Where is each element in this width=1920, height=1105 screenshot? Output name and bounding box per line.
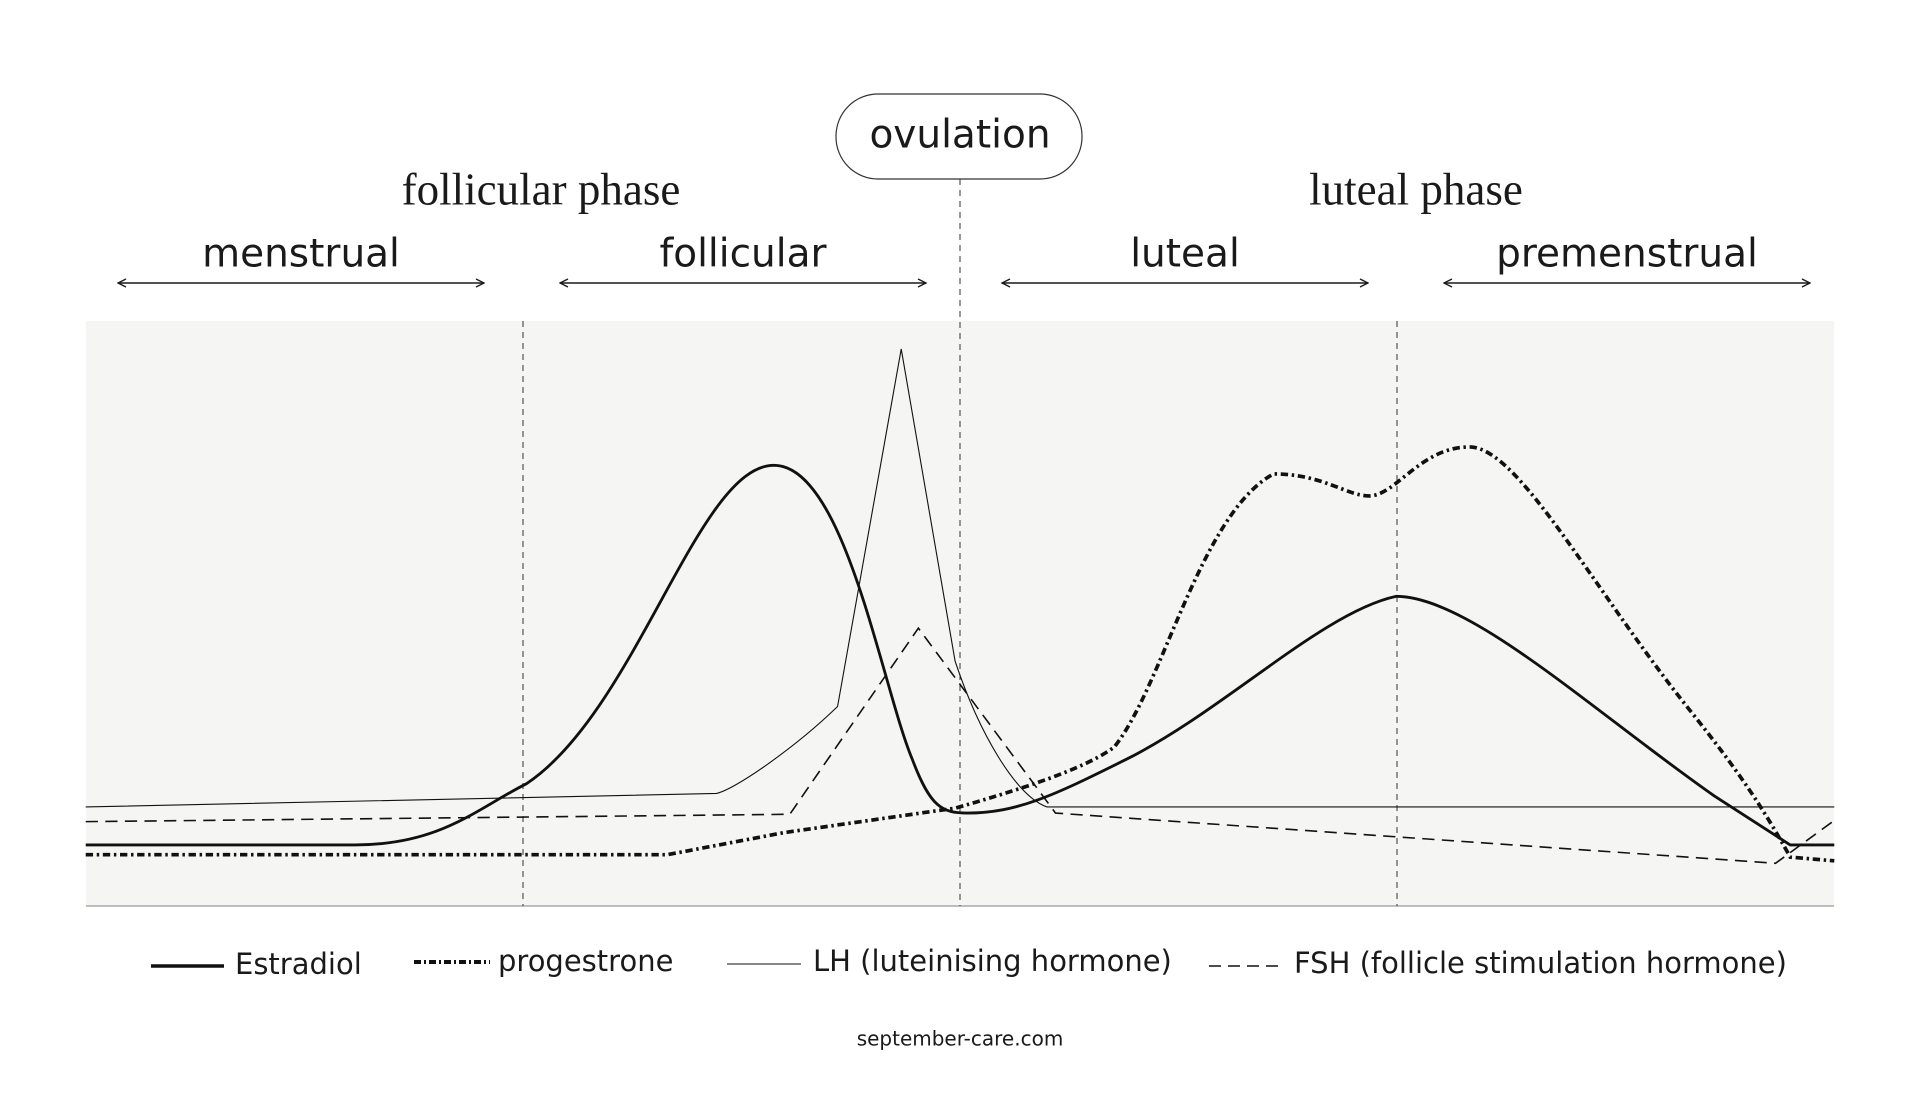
footer: september-care.com: [857, 1027, 1064, 1051]
phase-title: luteal phase: [1309, 164, 1523, 214]
legend-label: LH (luteinising hormone): [813, 944, 1172, 978]
subphase-label: luteal: [1130, 232, 1240, 277]
subphase-label: premenstrual: [1496, 232, 1758, 277]
subphase-label: menstrual: [202, 232, 400, 277]
curves: [85, 348, 1835, 865]
estradiol-curve: [85, 463, 1835, 847]
subphase-label: follicular: [659, 232, 827, 277]
ovulation-pill: [835, 93, 1083, 180]
lh-curve: [85, 348, 1835, 808]
fsh-curve: [85, 626, 1835, 865]
progesterone-curve: [85, 445, 1835, 863]
legend-label: Estradiol: [235, 947, 362, 981]
ovulation-label: ovulation: [869, 113, 1050, 158]
legend-label: FSH (follicle stimulation hormone): [1294, 946, 1787, 980]
phase-title: follicular phase: [402, 164, 681, 214]
legend-label: progestrone: [498, 944, 673, 978]
